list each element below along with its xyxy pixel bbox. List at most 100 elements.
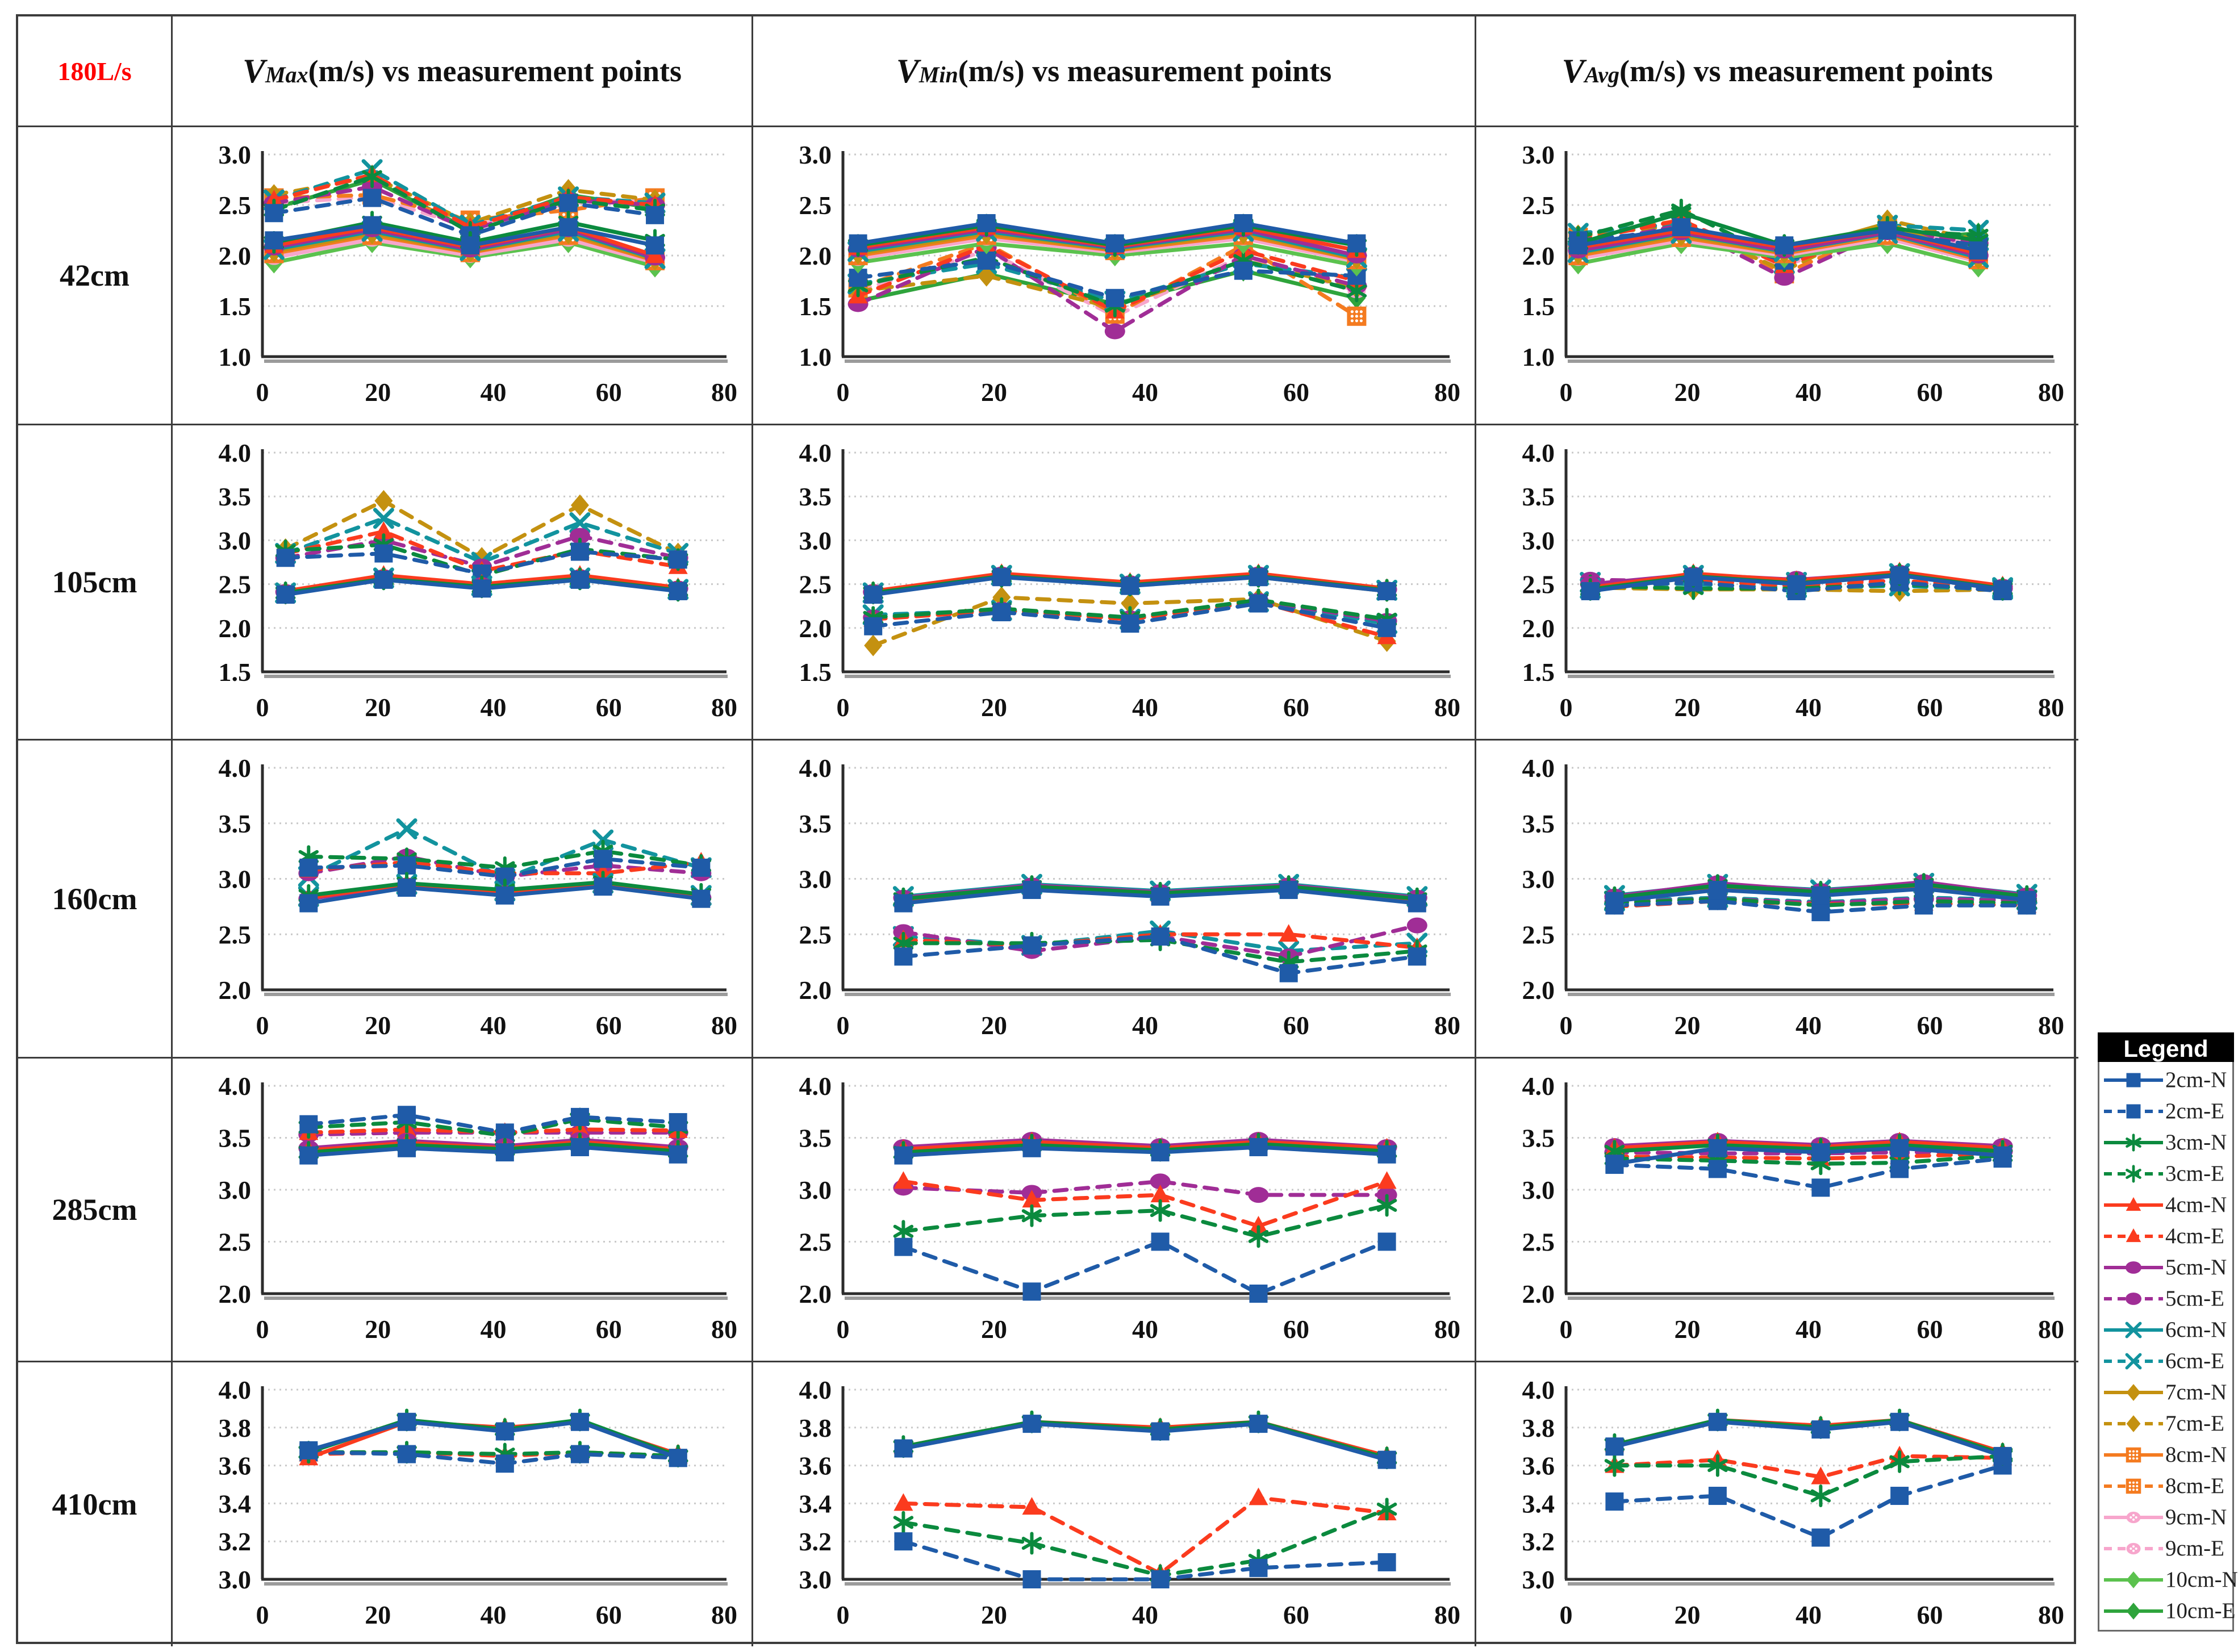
svg-text:1.5: 1.5 [799, 658, 832, 687]
legend-label: 8cm-E [2165, 1474, 2224, 1498]
flow-rate-cell: 180L/s [18, 16, 173, 127]
vmax-title-rest: (m/s) vs measurement points [308, 54, 682, 88]
legend-label: 10cm-N [2165, 1567, 2238, 1592]
svg-text:2.0: 2.0 [799, 241, 832, 270]
svg-text:3.6: 3.6 [799, 1452, 832, 1480]
svg-text:80: 80 [1434, 378, 1460, 407]
svg-text:3.4: 3.4 [1522, 1489, 1555, 1518]
vmin-title-rest: (m/s) vs measurement points [958, 54, 1332, 88]
chart-285cm-vmin: 2.0 2.5 3.0 3.5 4.0 0 20 40 60 80 [799, 1072, 1461, 1344]
svg-text:3.0: 3.0 [1522, 1176, 1555, 1205]
legend-entry-10cm-N: 10cm-N [2099, 1564, 2238, 1595]
svg-text:80: 80 [711, 1315, 737, 1344]
svg-text:1.5: 1.5 [219, 292, 252, 321]
legend-swatch-9cm-E [2104, 1542, 2163, 1554]
row-label-410cm: 410cm [18, 1362, 173, 1646]
legend-swatch-6cm-N [2104, 1321, 2163, 1338]
svg-text:20: 20 [981, 1315, 1007, 1344]
legend-swatch-5cm-N [2104, 1261, 2163, 1274]
legend-entry-6cm-N: 6cm-N [2099, 1314, 2232, 1345]
svg-text:0: 0 [256, 1600, 269, 1629]
legend-entry-6cm-E: 6cm-E [2099, 1345, 2232, 1377]
svg-text:0: 0 [256, 1011, 269, 1040]
chart-cell-160cm-vmin: 2.0 2.5 3.0 3.5 4.0 0 20 40 60 80 [753, 741, 1476, 1059]
legend-swatch-7cm-E [2104, 1415, 2163, 1432]
chart-42cm-vmin: 1.0 1.5 2.0 2.5 3.0 0 20 40 60 80 [799, 140, 1461, 407]
chart-cell-410cm-vavg: 3.0 3.2 3.4 3.6 3.8 4.0 0 20 40 60 80 [1476, 1362, 2078, 1646]
svg-text:60: 60 [1283, 378, 1309, 407]
column-header-vavg: V Avg (m/s) vs measurement points [1476, 16, 2078, 127]
svg-text:80: 80 [2038, 1600, 2064, 1629]
vavg-subscript: Avg [1584, 61, 1620, 87]
svg-text:2.5: 2.5 [219, 920, 252, 949]
svg-text:3.0: 3.0 [1522, 140, 1555, 169]
legend-entry-7cm-N: 7cm-N [2099, 1377, 2232, 1408]
svg-text:2.5: 2.5 [799, 570, 832, 599]
svg-text:40: 40 [481, 1011, 507, 1040]
legend-entry-5cm-N: 5cm-N [2099, 1252, 2232, 1283]
svg-text:40: 40 [1132, 693, 1158, 722]
svg-text:2.0: 2.0 [799, 614, 832, 643]
svg-text:2.5: 2.5 [1522, 191, 1555, 220]
legend-swatch-3cm-E [2104, 1164, 2163, 1183]
vmin-subscript: Min [918, 61, 958, 87]
svg-text:1.0: 1.0 [219, 342, 252, 371]
svg-text:0: 0 [1560, 1011, 1573, 1040]
svg-text:2.5: 2.5 [219, 191, 252, 220]
legend-entry-5cm-E: 5cm-E [2099, 1283, 2232, 1314]
legend-label: 5cm-E [2165, 1286, 2224, 1311]
legend-entry-7cm-E: 7cm-E [2099, 1408, 2232, 1439]
legend-body: 2cm-N 2cm-E 3cm-N 3cm-E 4cm-N 4cm-E 5cm-N 5cm-E… [2098, 1062, 2238, 1632]
legend-swatch-5cm-E [2104, 1292, 2163, 1305]
svg-text:80: 80 [1434, 693, 1460, 722]
svg-text:0: 0 [1560, 693, 1573, 722]
svg-text:3.0: 3.0 [219, 1176, 252, 1205]
svg-text:4.0: 4.0 [799, 1072, 832, 1101]
svg-text:3.8: 3.8 [219, 1413, 252, 1442]
svg-text:1.0: 1.0 [799, 342, 832, 371]
svg-text:1.5: 1.5 [219, 658, 252, 687]
svg-text:20: 20 [365, 693, 391, 722]
legend-label: 8cm-N [2165, 1442, 2227, 1467]
svg-text:3.5: 3.5 [799, 809, 832, 838]
svg-text:40: 40 [1796, 1315, 1822, 1344]
svg-text:20: 20 [1675, 693, 1701, 722]
legend-swatch-8cm-E [2104, 1478, 2163, 1494]
svg-text:80: 80 [1434, 1600, 1460, 1629]
svg-text:40: 40 [1132, 1600, 1158, 1629]
svg-text:80: 80 [1434, 1315, 1460, 1344]
svg-text:20: 20 [981, 378, 1007, 407]
svg-text:1.5: 1.5 [1522, 292, 1555, 321]
chart-cell-410cm-vmax: 3.0 3.2 3.4 3.6 3.8 4.0 0 20 40 60 80 [173, 1362, 753, 1646]
svg-text:20: 20 [365, 1011, 391, 1040]
chart-cell-105cm-vmax: 1.5 2.0 2.5 3.0 3.5 4.0 0 20 40 60 80 [173, 425, 753, 741]
svg-text:3.0: 3.0 [799, 865, 832, 894]
svg-text:80: 80 [711, 1600, 737, 1629]
row-label-285cm: 285cm [18, 1059, 173, 1362]
svg-text:60: 60 [596, 1315, 622, 1344]
chart-285cm-vmax: 2.0 2.5 3.0 3.5 4.0 0 20 40 60 80 [219, 1072, 738, 1344]
legend-label: 7cm-E [2165, 1411, 2224, 1436]
legend-entry-2cm-N: 2cm-N [2099, 1064, 2232, 1095]
legend-swatch-7cm-N [2104, 1383, 2163, 1401]
vmin-symbol: V [896, 52, 919, 90]
chart-cell-285cm-vmin: 2.0 2.5 3.0 3.5 4.0 0 20 40 60 80 [753, 1059, 1476, 1362]
legend-swatch-4cm-E [2104, 1228, 2163, 1242]
svg-text:0: 0 [837, 378, 850, 407]
svg-text:40: 40 [1796, 693, 1822, 722]
svg-text:3.5: 3.5 [219, 1124, 252, 1153]
svg-text:3.6: 3.6 [1522, 1452, 1555, 1480]
svg-text:2.0: 2.0 [219, 1279, 252, 1308]
row-label-42cm: 42cm [18, 127, 173, 425]
svg-text:3.8: 3.8 [1522, 1413, 1555, 1442]
legend-label: 4cm-N [2165, 1193, 2227, 1217]
chart-cell-42cm-vmin: 1.0 1.5 2.0 2.5 3.0 0 20 40 60 80 [753, 127, 1476, 425]
svg-text:0: 0 [256, 693, 269, 722]
chart-105cm-vmin: 1.5 2.0 2.5 3.0 3.5 4.0 0 20 40 60 80 [799, 438, 1461, 722]
svg-text:4.0: 4.0 [1522, 1375, 1555, 1404]
svg-text:4.0: 4.0 [799, 1375, 832, 1404]
svg-text:3.0: 3.0 [219, 526, 252, 555]
svg-text:60: 60 [596, 1011, 622, 1040]
svg-text:4.0: 4.0 [799, 754, 832, 783]
